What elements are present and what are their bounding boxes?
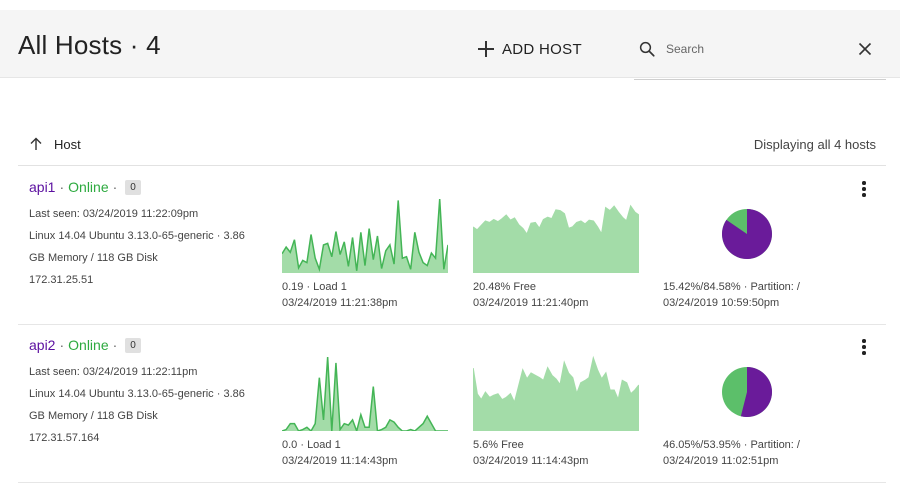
memory-time: 03/24/2019 11:21:40pm <box>473 297 589 309</box>
memory-free-value: 5.6% Free <box>473 439 524 451</box>
top-bar: All Hosts · 4 ADD HOST <box>0 10 900 80</box>
memory-chart <box>473 193 639 273</box>
page-title: All Hosts · 4 <box>18 30 161 60</box>
disk-pie <box>722 209 772 259</box>
sparkline-line <box>282 356 448 431</box>
sort-by-host-button[interactable]: Host <box>28 136 81 152</box>
status-online: Online <box>68 337 109 353</box>
memory-free-value: 20.48% Free <box>473 281 536 293</box>
disk-time: 03/24/2019 11:02:51pm <box>663 455 779 467</box>
ip-address: 172.31.25.51 <box>29 274 94 286</box>
load-value: 0.19 · Load 1 <box>282 281 347 293</box>
memory-caption: 20.48% Free 03/24/2019 11:21:40pm <box>473 279 588 311</box>
search-icon <box>639 41 655 57</box>
separator: · <box>112 337 118 353</box>
memory-chart <box>473 351 639 431</box>
sparkline-line <box>473 355 639 406</box>
disk-pie <box>722 367 772 417</box>
load-time: 03/24/2019 11:14:43pm <box>282 455 398 467</box>
disk-caption: 15.42%/84.58% · Partition: / 03/24/2019 … <box>663 279 800 311</box>
add-host-button[interactable]: ADD HOST <box>478 38 582 60</box>
ip-address: 172.31.57.164 <box>29 432 100 444</box>
memory-sparkline <box>473 355 639 431</box>
plus-icon <box>478 41 494 57</box>
host-row: api2 · Online · 0 Last seen: 03/24/2019 … <box>18 325 886 483</box>
load-chart <box>282 193 448 273</box>
load-caption: 0.19 · Load 1 03/24/2019 11:21:38pm <box>282 279 397 311</box>
status-online: Online <box>68 179 109 195</box>
host-details: Last seen: 03/24/2019 11:22:11pm Linux 1… <box>29 361 269 449</box>
disk-chart <box>720 207 774 261</box>
last-seen: Last seen: 03/24/2019 11:22:09pm <box>29 208 199 220</box>
load-caption: 0.0 · Load 1 03/24/2019 11:14:43pm <box>282 437 397 469</box>
memory-time: 03/24/2019 11:14:43pm <box>473 455 589 467</box>
load-time: 03/24/2019 11:21:38pm <box>282 297 398 309</box>
load-sparkline <box>282 198 448 273</box>
disk-time: 03/24/2019 10:59:50pm <box>663 297 780 309</box>
alert-count-badge: 0 <box>125 179 141 195</box>
host-title-line: api1 · Online · 0 <box>29 179 141 195</box>
disk-usage-value: 15.42%/84.58% · Partition: / <box>663 281 800 293</box>
memory-disk-info: GB Memory / 118 GB Disk <box>29 252 158 264</box>
sort-label: Host <box>54 136 81 152</box>
memory-sparkline <box>473 204 639 273</box>
sparkline-area <box>473 358 639 431</box>
last-seen: Last seen: 03/24/2019 11:22:11pm <box>29 366 198 378</box>
more-vert-icon[interactable] <box>860 339 868 359</box>
host-details: Last seen: 03/24/2019 11:22:09pm Linux 1… <box>29 203 269 291</box>
list-header: Host Displaying all 4 hosts <box>18 130 886 166</box>
disk-caption: 46.05%/53.95% · Partition: / 03/24/2019 … <box>663 437 800 469</box>
add-host-label: ADD HOST <box>502 40 582 58</box>
sparkline-area <box>282 357 448 431</box>
load-value: 0.0 · Load 1 <box>282 439 341 451</box>
host-title-line: api2 · Online · 0 <box>29 337 141 353</box>
display-count: Displaying all 4 hosts <box>753 137 876 152</box>
separator: · <box>112 179 118 195</box>
memory-disk-info: GB Memory / 118 GB Disk <box>29 410 158 422</box>
memory-caption: 5.6% Free 03/24/2019 11:14:43pm <box>473 437 588 469</box>
sparkline-line <box>473 204 639 237</box>
disk-chart <box>720 365 774 419</box>
host-name-link[interactable]: api2 <box>29 337 56 353</box>
pie-slice-used <box>722 209 772 259</box>
separator: · <box>59 337 65 353</box>
sparkline-area <box>282 199 448 273</box>
sparkline-line <box>282 198 448 273</box>
disk-usage-value: 46.05%/53.95% · Partition: / <box>663 439 800 451</box>
close-icon[interactable] <box>858 42 872 56</box>
separator: · <box>59 179 65 195</box>
host-row: api1 · Online · 0 Last seen: 03/24/2019 … <box>18 167 886 325</box>
arrow-up-icon <box>30 137 42 150</box>
search-input[interactable] <box>666 38 846 60</box>
sparkline-area <box>473 206 639 273</box>
host-name-link[interactable]: api1 <box>29 179 56 195</box>
system-info: Linux 14.04 Ubuntu 3.13.0-65-generic · 3… <box>29 388 245 400</box>
alert-count-badge: 0 <box>125 337 141 353</box>
load-sparkline <box>282 356 448 431</box>
load-chart <box>282 351 448 431</box>
system-info: Linux 14.04 Ubuntu 3.13.0-65-generic · 3… <box>29 230 245 242</box>
pie-slice-used <box>740 367 772 417</box>
more-vert-icon[interactable] <box>860 181 868 201</box>
search-bar <box>634 38 886 80</box>
